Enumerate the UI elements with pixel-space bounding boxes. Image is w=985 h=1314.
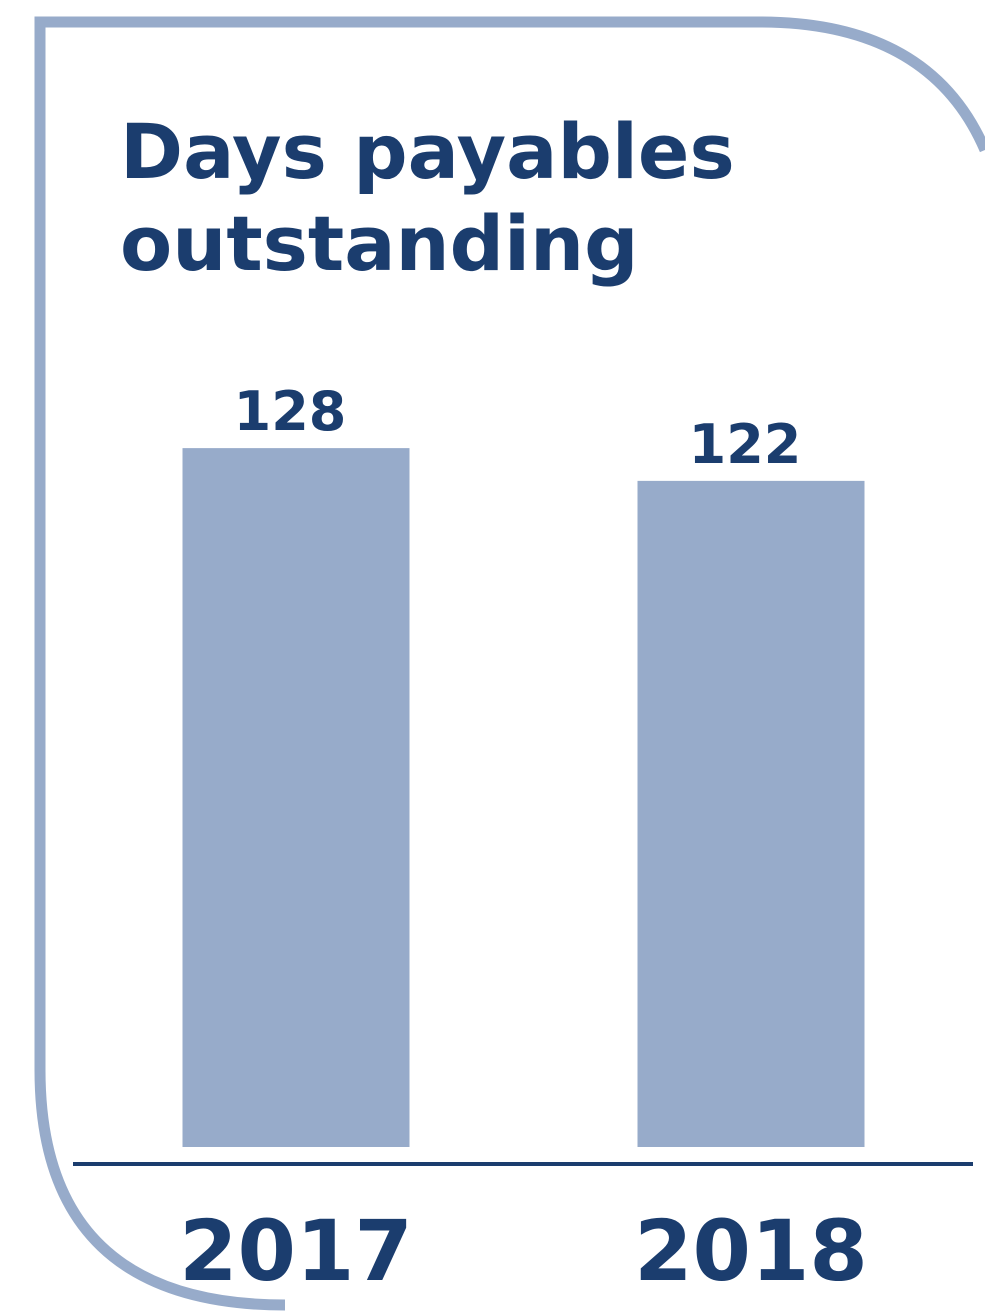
bar-2018	[637, 480, 865, 1147]
value-label-2017: 128	[234, 380, 347, 443]
bar-2017	[182, 448, 410, 1147]
category-label-2017: 2017	[179, 1202, 413, 1300]
chart-frame	[34, 16, 985, 1311]
chart-title-line-1: Days payables	[120, 107, 735, 196]
category-label-2018: 2018	[634, 1202, 868, 1300]
value-label-2018: 122	[689, 413, 802, 476]
category-labels-layer: 2017 2018	[179, 1202, 868, 1300]
bars-layer	[182, 448, 865, 1147]
chart-title-line-2: outstanding	[120, 199, 639, 288]
value-labels-layer: 128 122	[234, 380, 802, 476]
